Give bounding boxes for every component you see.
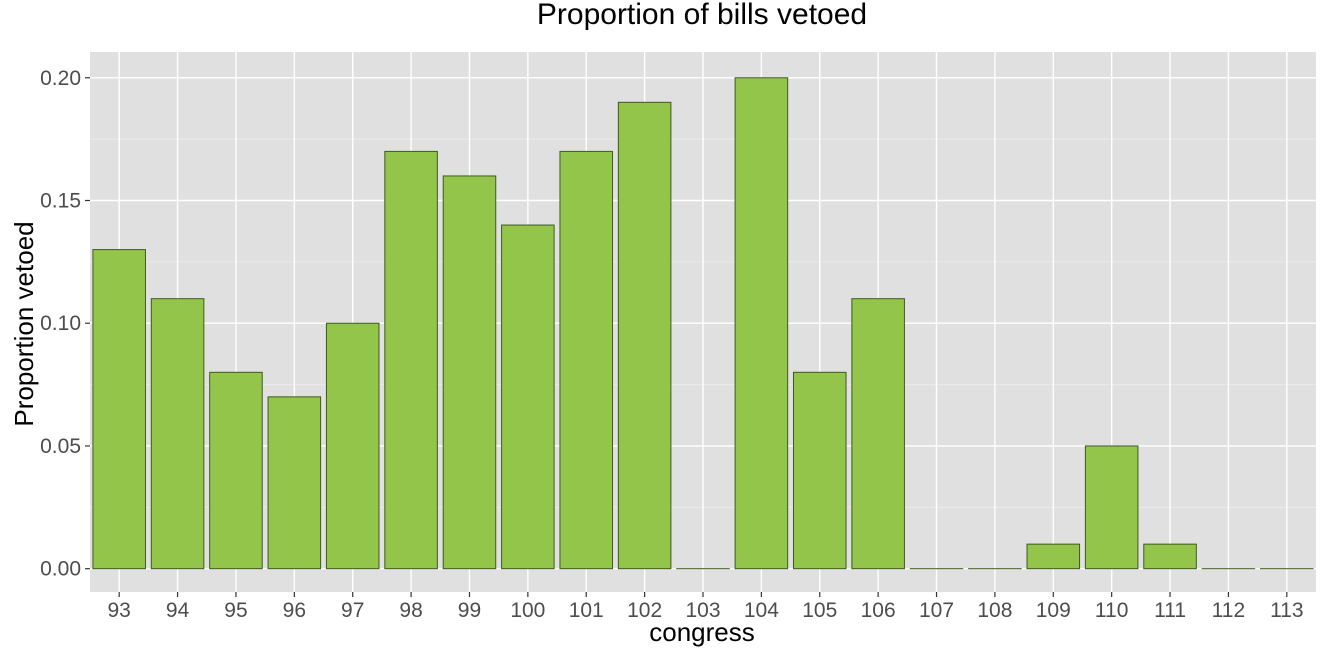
x-tick-label: 109 — [1036, 599, 1071, 622]
y-axis-title: Proportion vetoed — [9, 221, 39, 426]
x-tick-label: 100 — [510, 599, 545, 622]
y-axis-ticks: 0.00 0.05 0.10 0.15 0.20 — [40, 67, 90, 581]
x-tick-label: 105 — [802, 599, 837, 622]
bar-111 — [1143, 543, 1197, 570]
x-tick-label: 107 — [919, 599, 954, 622]
x-tick-label: 102 — [627, 599, 662, 622]
bar-102 — [617, 101, 672, 570]
bar-97 — [325, 322, 380, 570]
bar-104 — [734, 77, 789, 570]
x-tick-label: 96 — [283, 599, 306, 622]
bar-110 — [1084, 445, 1139, 570]
bar-93 — [92, 249, 146, 570]
bar-105 — [792, 371, 847, 570]
y-tick-label: 0.10 — [40, 312, 81, 335]
bar-95 — [209, 371, 263, 570]
x-tick-label: 99 — [458, 599, 481, 622]
x-tick-label: 103 — [685, 599, 720, 622]
y-tick-label: 0.20 — [40, 67, 81, 90]
x-tick-label: 97 — [341, 599, 364, 622]
x-tick-label: 112 — [1212, 599, 1245, 622]
bar-96 — [267, 396, 322, 570]
bar-109 — [1026, 543, 1081, 570]
chart-title: Proportion of bills vetoed — [537, 0, 867, 31]
x-tick-label: 108 — [977, 599, 1012, 622]
bars — [92, 77, 1314, 570]
bar-99 — [442, 175, 497, 570]
y-tick-label: 0.05 — [40, 435, 81, 458]
x-axis-title: congress — [649, 617, 755, 647]
x-tick-label: 98 — [399, 599, 422, 622]
bar-100 — [501, 224, 555, 570]
x-tick-label: 106 — [861, 599, 896, 622]
x-tick-label: 93 — [108, 599, 131, 622]
x-axis-ticks: 93 94 95 96 97 98 99 100 101 102 103 104 105 106 107 10… — [108, 592, 1304, 622]
x-tick-label: 94 — [166, 599, 190, 622]
bar-106 — [851, 298, 905, 570]
x-tick-label: 95 — [224, 599, 247, 622]
x-tick-label: 104 — [744, 599, 779, 622]
bar-94 — [150, 298, 205, 570]
x-tick-label: 101 — [569, 599, 604, 622]
bar-101 — [559, 150, 614, 570]
y-tick-label: 0.15 — [40, 190, 81, 213]
bar-98 — [384, 150, 438, 570]
x-tick-label: 110 — [1095, 599, 1128, 622]
y-tick-label: 0.00 — [40, 558, 81, 581]
x-tick-label: 111 — [1154, 599, 1186, 622]
x-tick-label: 113 — [1270, 599, 1303, 622]
